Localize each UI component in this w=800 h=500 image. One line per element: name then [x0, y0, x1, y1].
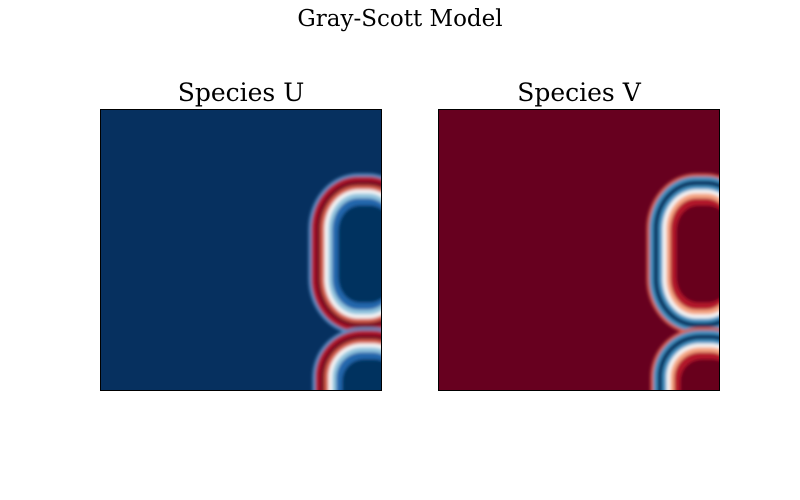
species-v-heatmap — [438, 109, 720, 391]
species-u-heatmap — [100, 109, 382, 391]
species-v-image — [439, 110, 719, 390]
species-v-title: Species V — [517, 78, 641, 107]
figure-title: Gray-Scott Model — [297, 6, 503, 32]
species-u-image — [101, 110, 381, 390]
species-u-pattern — [308, 173, 381, 390]
species-u-title: Species U — [177, 78, 305, 107]
species-v-pattern — [646, 173, 719, 390]
